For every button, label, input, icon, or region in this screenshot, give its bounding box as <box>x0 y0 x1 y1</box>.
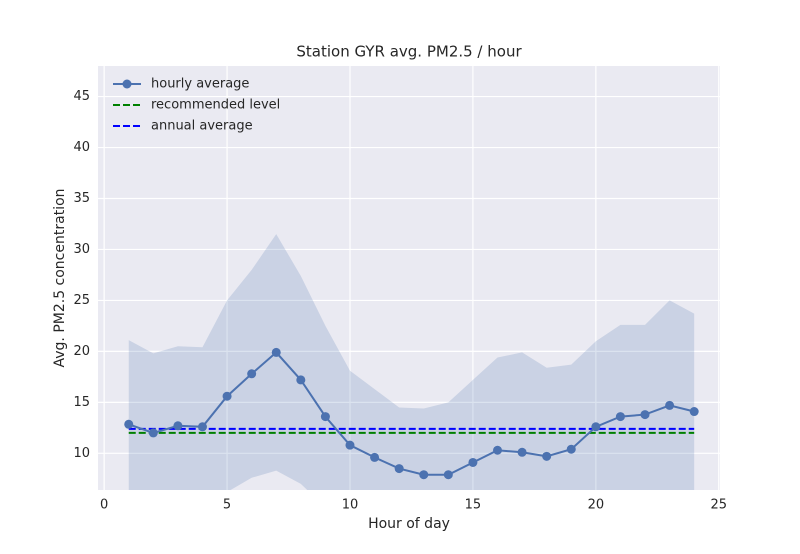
data-point <box>665 400 675 410</box>
data-point <box>296 375 306 385</box>
x-tick-label: 15 <box>465 498 482 513</box>
y-tick-label: 30 <box>73 242 90 257</box>
data-point <box>247 369 257 379</box>
data-point <box>566 444 576 454</box>
data-point <box>222 391 232 401</box>
legend-label: annual average <box>151 119 253 134</box>
y-tick-label: 10 <box>73 446 90 461</box>
data-point <box>443 470 453 480</box>
x-tick-label: 0 <box>100 498 108 513</box>
data-point <box>517 447 527 457</box>
y-tick-label: 15 <box>73 395 90 410</box>
data-point <box>271 347 281 357</box>
data-point <box>689 407 699 417</box>
y-axis-label: Avg. PM2.5 concentration <box>52 188 68 367</box>
x-tick-label: 10 <box>342 498 359 513</box>
data-point <box>320 412 330 422</box>
y-tick-label: 45 <box>73 89 90 104</box>
grid <box>98 66 720 490</box>
x-tick-label: 25 <box>710 498 727 513</box>
legend-marker <box>122 79 132 89</box>
y-tick-label: 35 <box>73 191 90 206</box>
data-point <box>173 421 183 431</box>
data-point <box>468 457 478 467</box>
confidence-band <box>128 234 695 490</box>
legend-label: hourly average <box>151 77 249 92</box>
legend-label: recommended level <box>151 98 280 113</box>
data-point <box>493 445 503 455</box>
x-tick-label: 5 <box>223 498 231 513</box>
data-point <box>345 440 355 450</box>
data-point <box>640 410 650 420</box>
data-point <box>394 464 404 474</box>
data-point <box>591 422 601 432</box>
x-tick-label: 20 <box>588 498 605 513</box>
y-tick-label: 20 <box>73 344 90 359</box>
y-tick-label: 25 <box>73 293 90 308</box>
data-point <box>542 451 552 461</box>
data-point <box>419 470 429 480</box>
chart-title: Station GYR avg. PM2.5 / hour <box>296 43 522 61</box>
x-axis-label: Hour of day <box>368 516 450 532</box>
data-point <box>197 422 207 432</box>
data-point <box>615 412 625 422</box>
plot <box>124 234 699 490</box>
legend: hourly average recommended level annual av… <box>113 77 280 134</box>
y-tick-label: 40 <box>73 140 90 155</box>
data-point <box>124 419 134 429</box>
data-point <box>148 428 158 438</box>
data-point <box>370 452 380 462</box>
